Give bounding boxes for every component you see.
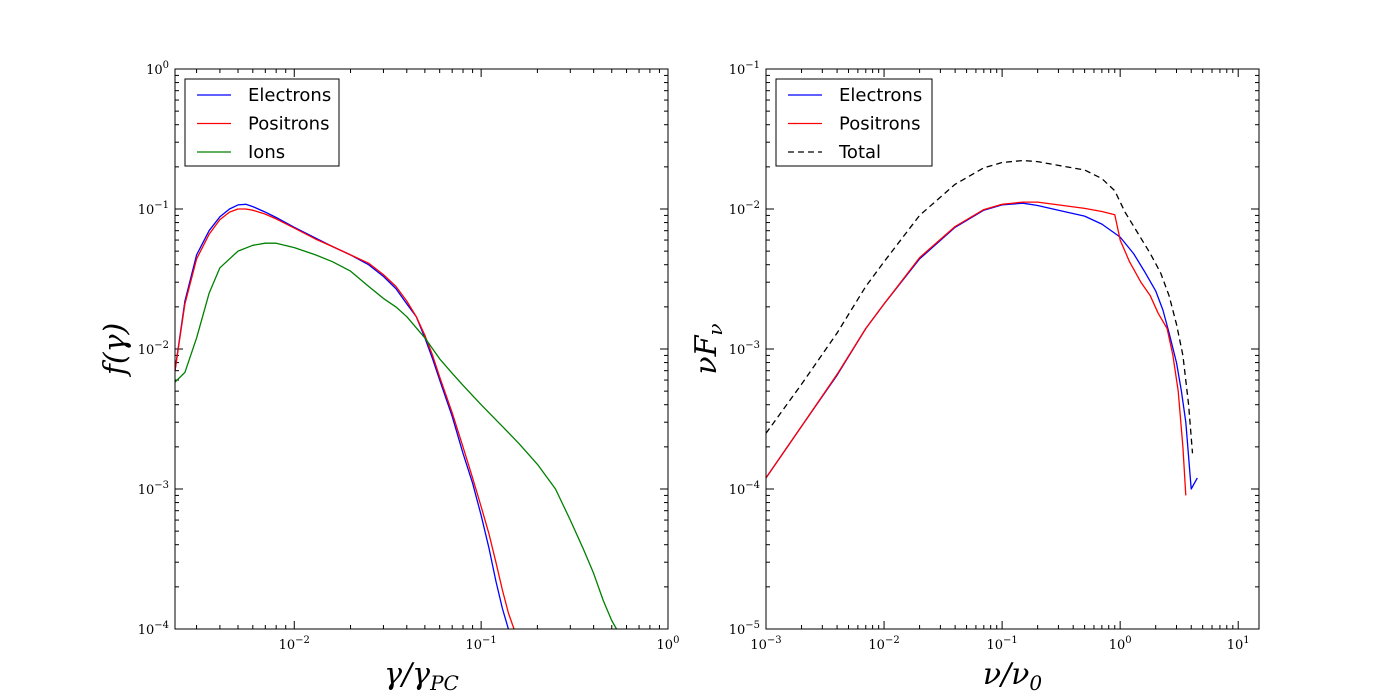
tick-base: 10	[138, 623, 155, 638]
y-tick-label: 10−1	[138, 200, 169, 218]
tick-base: 10	[868, 638, 885, 653]
y-tick-label: 10−2	[729, 200, 760, 218]
x-tick-label: 10−1	[465, 635, 496, 653]
tick-base: 10	[1109, 638, 1126, 653]
tick-base: 10	[729, 203, 746, 218]
y-tick-label: 10−3	[138, 480, 169, 498]
tick-exponent: 0	[163, 60, 169, 71]
y-tick-label: 10−5	[729, 620, 760, 638]
series-line-positrons	[175, 208, 515, 629]
tick-exponent: −1	[1003, 635, 1018, 646]
y-axis-label: νFν	[689, 323, 727, 374]
minor-ticks	[766, 69, 1259, 629]
left-chart-particle-spectrum: 10−2 10−1 10010−410−310−210−1100γ/γPCf(γ)E…	[98, 60, 679, 695]
tick-base: 10	[750, 638, 767, 653]
tick-exponent: −2	[295, 635, 310, 646]
tick-base: 10	[729, 483, 746, 498]
series-line-total	[766, 159, 1194, 454]
x-tick-label: 10−2	[868, 635, 899, 653]
x-axis-label: ν/ν0	[983, 657, 1043, 695]
x-tick-label: 10−3	[750, 635, 781, 653]
y-tick-label: 100	[146, 60, 169, 78]
minor-ticks	[175, 69, 668, 629]
tick-exponent: 0	[1125, 635, 1131, 646]
series-line-positrons	[766, 201, 1187, 496]
series-group	[766, 159, 1198, 496]
tick-base: 10	[279, 638, 296, 653]
series-line-electrons	[175, 203, 510, 629]
y-axis-label: f(γ)	[98, 323, 133, 377]
y-tick-label: 10−2	[138, 340, 169, 358]
tick-base: 10	[138, 343, 155, 358]
x-axis-label: γ/γPC	[384, 657, 459, 695]
tick-base: 10	[986, 638, 1003, 653]
legend: Electrons Positrons Total	[775, 78, 933, 167]
legend-label: Electrons	[248, 85, 331, 106]
legend-label: Positrons	[248, 114, 329, 135]
tick-exponent: −2	[154, 340, 169, 351]
x-tick-label: 100	[657, 635, 680, 653]
tick-exponent: −4	[154, 620, 169, 631]
plot-frame	[174, 68, 669, 630]
tick-exponent: 0	[673, 635, 679, 646]
x-tick-label: 10−2	[279, 635, 310, 653]
tick-exponent: −3	[154, 480, 169, 491]
x-tick-label: 101	[1227, 635, 1250, 653]
tick-base: 10	[729, 343, 746, 358]
tick-exponent: −1	[745, 60, 760, 71]
series-group	[175, 203, 618, 629]
y-tick-label: 10−1	[729, 60, 760, 78]
tick-exponent: −1	[154, 200, 169, 211]
legend-label: Positrons	[839, 114, 920, 135]
tick-exponent: −2	[885, 635, 900, 646]
legend-label: Ions	[248, 142, 285, 163]
x-axis: 10−3 10−2 10−1 100 101	[750, 69, 1250, 653]
plot-frame	[765, 68, 1260, 630]
tick-base: 10	[138, 203, 155, 218]
tick-base: 10	[138, 483, 155, 498]
x-tick-label: 10−1	[986, 635, 1017, 653]
right-chart-emission-spectrum: 10−3 10−2 10−1 100 10110−510−410−310−210−1ν/…	[689, 60, 1260, 695]
legend: Electrons Positrons Ions	[184, 78, 340, 167]
tick-base: 10	[146, 63, 163, 78]
tick-base: 10	[729, 63, 746, 78]
x-tick-label: 100	[1109, 635, 1132, 653]
y-tick-label: 10−4	[729, 480, 760, 498]
y-axis: 10−510−410−310−210−1	[729, 60, 1259, 638]
tick-base: 10	[657, 638, 674, 653]
tick-exponent: −4	[745, 480, 760, 491]
tick-base: 10	[729, 623, 746, 638]
tick-base: 10	[1227, 638, 1244, 653]
tick-base: 10	[465, 638, 482, 653]
legend-label: Total	[838, 142, 881, 163]
tick-exponent: 1	[1243, 635, 1249, 646]
tick-exponent: −1	[482, 635, 497, 646]
tick-exponent: −3	[745, 340, 760, 351]
tick-exponent: −5	[745, 620, 760, 631]
legend-label: Electrons	[839, 85, 922, 106]
tick-exponent: −3	[767, 635, 782, 646]
x-axis: 10−2 10−1 100	[279, 69, 680, 653]
tick-exponent: −2	[745, 200, 760, 211]
series-line-ions	[175, 242, 618, 629]
y-tick-label: 10−3	[729, 340, 760, 358]
y-tick-label: 10−4	[138, 620, 169, 638]
